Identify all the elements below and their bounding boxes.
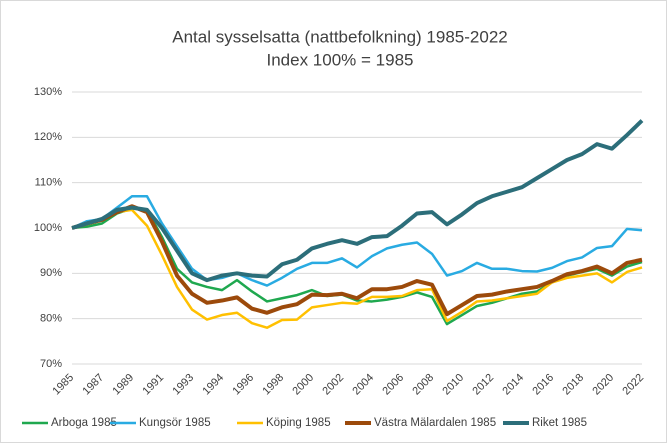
y-tick-label: 110% xyxy=(35,177,63,189)
y-tick-label: 120% xyxy=(34,131,62,143)
series-line xyxy=(71,195,643,287)
y-tick-label: 100% xyxy=(34,222,62,234)
chart-title: Antal sysselsatta (nattbefolkning) 1985-… xyxy=(172,27,507,46)
legend-label: Kungsör 1985 xyxy=(139,417,211,429)
legend-label: Arboga 1985 xyxy=(51,417,117,429)
legend-label: Köping 1985 xyxy=(266,417,331,429)
y-tick-label: 90% xyxy=(40,267,62,279)
series-line xyxy=(71,119,644,283)
legend-label: Västra Mälardalen 1985 xyxy=(374,417,496,429)
series-line xyxy=(71,208,643,329)
y-tick-label: 80% xyxy=(40,313,62,325)
chart-subtitle: Index 100% = 1985 xyxy=(267,50,414,69)
legend-label: Riket 1985 xyxy=(532,417,587,429)
series-line xyxy=(71,204,643,317)
y-tick-label: 130% xyxy=(34,86,62,98)
y-tick-label: 70% xyxy=(40,358,62,370)
